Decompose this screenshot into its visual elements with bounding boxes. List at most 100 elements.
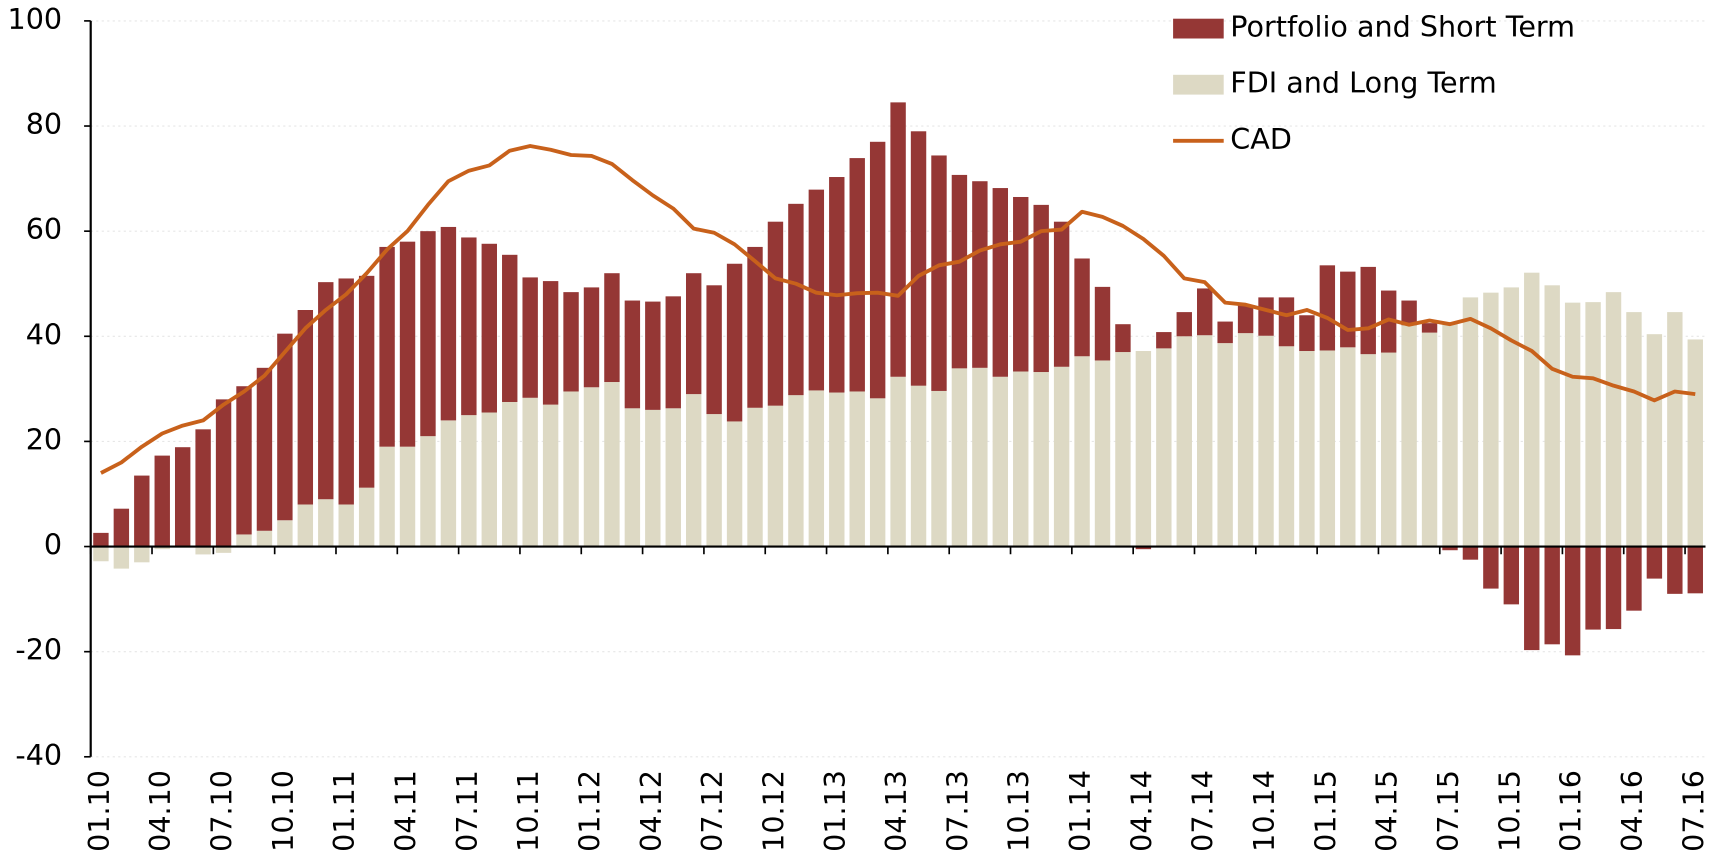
bar [829, 392, 845, 547]
bar [910, 385, 927, 547]
bar [1176, 336, 1192, 547]
x-tick-label: 04.15 [1370, 770, 1404, 852]
bar [604, 382, 620, 547]
bar [1462, 546, 1479, 560]
bar [1197, 288, 1213, 336]
bar [277, 520, 293, 547]
bar [1299, 351, 1315, 547]
bar [420, 436, 436, 547]
bar [154, 546, 170, 550]
bar [522, 277, 538, 398]
bar [358, 275, 375, 488]
x-tick-label: 10.15 [1492, 770, 1526, 852]
x-tick-label: 04.16 [1615, 770, 1649, 852]
bar [1605, 292, 1622, 547]
bar [195, 546, 211, 555]
bar [1564, 546, 1581, 656]
bar [113, 508, 130, 547]
bar [399, 446, 416, 547]
bar [1156, 332, 1172, 349]
x-tick-label: 01.12 [572, 770, 606, 852]
bar [1544, 546, 1560, 645]
bar [767, 405, 784, 547]
y-tick-label: -20 [15, 633, 62, 667]
bar [1667, 546, 1683, 594]
bar [358, 487, 375, 547]
x-tick-label: 01.11 [327, 770, 361, 852]
bar [481, 412, 497, 547]
bar [1585, 302, 1601, 547]
bar [1156, 348, 1172, 547]
bar [1340, 347, 1356, 547]
bar [338, 504, 354, 547]
bar [829, 177, 845, 393]
bar [972, 367, 988, 547]
bar [869, 141, 886, 399]
bar [706, 285, 722, 415]
bar [1646, 546, 1663, 579]
bar [277, 333, 293, 521]
bar [1442, 323, 1458, 547]
bar [502, 401, 518, 547]
bar [665, 408, 681, 547]
x-tick-label: 04.13 [879, 770, 913, 852]
bar [1013, 371, 1029, 547]
y-tick-label: 80 [26, 107, 62, 141]
bar [440, 226, 457, 421]
bar [1033, 372, 1049, 547]
bar [215, 399, 232, 547]
x-tick-label: 01.13 [818, 770, 852, 852]
bar [951, 368, 968, 547]
legend-swatch [1173, 74, 1224, 95]
y-tick-label: 100 [8, 2, 63, 36]
bar [1258, 335, 1274, 547]
bar [747, 407, 763, 547]
bar [1524, 546, 1540, 651]
bar [788, 203, 804, 396]
bar [542, 281, 559, 405]
bar [1176, 312, 1192, 337]
bar [726, 421, 743, 547]
y-tick-label: -40 [15, 738, 62, 772]
bar [318, 499, 334, 547]
y-tick-label: 60 [26, 212, 62, 246]
bar [624, 408, 641, 547]
x-tick-label: 04.12 [634, 770, 668, 852]
bar [1421, 323, 1438, 333]
bar [440, 420, 457, 547]
bar [1074, 258, 1090, 357]
bar [134, 546, 150, 563]
bar [134, 475, 150, 547]
bar [379, 446, 395, 547]
bar [1033, 204, 1049, 373]
bar [1503, 287, 1520, 547]
bar [1237, 333, 1254, 547]
y-tick-label: 0 [44, 528, 62, 562]
bar [379, 246, 395, 447]
bar [1442, 546, 1458, 551]
x-tick-label: 07.13 [940, 770, 974, 852]
x-tick-label: 10.13 [1002, 770, 1036, 852]
bar [726, 263, 743, 422]
bar [1115, 324, 1131, 353]
x-tick-label: 10.12 [756, 770, 790, 852]
bar [154, 455, 170, 547]
bar [1053, 221, 1070, 367]
bar [645, 409, 661, 547]
bar [256, 530, 273, 547]
bar [420, 231, 436, 437]
bar [1483, 292, 1499, 547]
bar [1605, 546, 1622, 630]
bar [174, 447, 191, 547]
bar [849, 391, 865, 547]
bar [747, 246, 763, 408]
bar [1564, 302, 1581, 547]
x-tick-label: 01.14 [1063, 770, 1097, 852]
bar [1360, 266, 1376, 355]
bar [992, 376, 1009, 547]
legend-swatch [1173, 18, 1224, 39]
bar [215, 546, 232, 553]
bar [1421, 332, 1438, 547]
bar [624, 300, 641, 409]
bar [1053, 366, 1070, 547]
